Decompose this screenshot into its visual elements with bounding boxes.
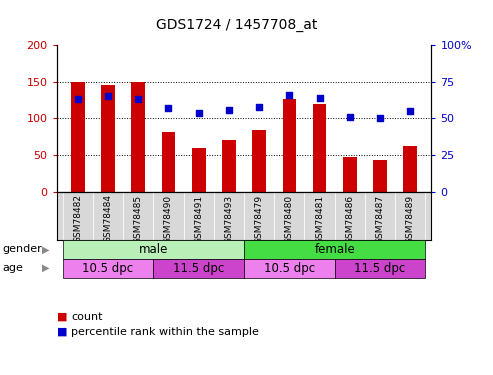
Text: ▶: ▶ [41, 244, 49, 255]
Point [165, 105, 173, 111]
Point [285, 92, 293, 98]
Text: GSM78493: GSM78493 [224, 194, 233, 243]
Text: 10.5 dpc: 10.5 dpc [264, 262, 315, 274]
Bar [63, 192, 93, 240]
Bar [153, 259, 244, 278]
Bar [395, 192, 425, 240]
Point [104, 93, 112, 99]
Point [346, 114, 354, 120]
Text: GSM78481: GSM78481 [315, 194, 324, 243]
Point [316, 95, 323, 101]
Text: 10.5 dpc: 10.5 dpc [82, 262, 134, 274]
Bar [282, 99, 296, 192]
Bar [335, 259, 425, 278]
Bar [365, 192, 395, 240]
Bar [403, 146, 417, 192]
Point [255, 104, 263, 110]
Text: 11.5 dpc: 11.5 dpc [173, 262, 224, 274]
Bar [274, 192, 305, 240]
Text: gender: gender [2, 244, 42, 255]
Point [74, 96, 82, 102]
Text: 11.5 dpc: 11.5 dpc [354, 262, 406, 274]
Bar [162, 132, 176, 192]
Text: GSM78486: GSM78486 [345, 194, 354, 243]
Text: ■: ■ [57, 327, 67, 337]
Text: ▶: ▶ [41, 263, 49, 273]
Bar [244, 192, 274, 240]
Bar [71, 82, 85, 192]
Bar [153, 192, 183, 240]
Point [225, 106, 233, 112]
Bar [183, 192, 214, 240]
Bar [373, 160, 387, 192]
Point [376, 116, 384, 122]
Text: GDS1724 / 1457708_at: GDS1724 / 1457708_at [156, 18, 317, 32]
Bar [252, 129, 266, 192]
Bar [63, 259, 153, 278]
Bar [222, 140, 236, 192]
Bar [132, 82, 145, 192]
Bar [123, 192, 153, 240]
Text: GSM78479: GSM78479 [255, 194, 264, 243]
Bar [313, 104, 326, 192]
Text: percentile rank within the sample: percentile rank within the sample [71, 327, 259, 337]
Bar [335, 192, 365, 240]
Text: male: male [139, 243, 168, 256]
Bar [244, 259, 335, 278]
Text: GSM78484: GSM78484 [104, 194, 112, 243]
Bar [214, 192, 244, 240]
Text: GSM78482: GSM78482 [73, 194, 82, 243]
Text: GSM78487: GSM78487 [376, 194, 385, 243]
Point [406, 108, 414, 114]
Bar [93, 192, 123, 240]
Bar [244, 240, 425, 259]
Text: GSM78489: GSM78489 [406, 194, 415, 243]
Text: GSM78491: GSM78491 [194, 194, 203, 243]
Bar [343, 158, 356, 192]
Text: age: age [2, 263, 23, 273]
Bar [101, 86, 115, 192]
Text: GSM78485: GSM78485 [134, 194, 143, 243]
Point [195, 110, 203, 116]
Point [134, 96, 142, 102]
Text: GSM78480: GSM78480 [285, 194, 294, 243]
Text: count: count [71, 312, 103, 322]
Text: ■: ■ [57, 312, 67, 322]
Bar [192, 148, 206, 192]
Bar [63, 240, 244, 259]
Text: female: female [315, 243, 355, 256]
Text: GSM78490: GSM78490 [164, 194, 173, 243]
Bar [305, 192, 335, 240]
